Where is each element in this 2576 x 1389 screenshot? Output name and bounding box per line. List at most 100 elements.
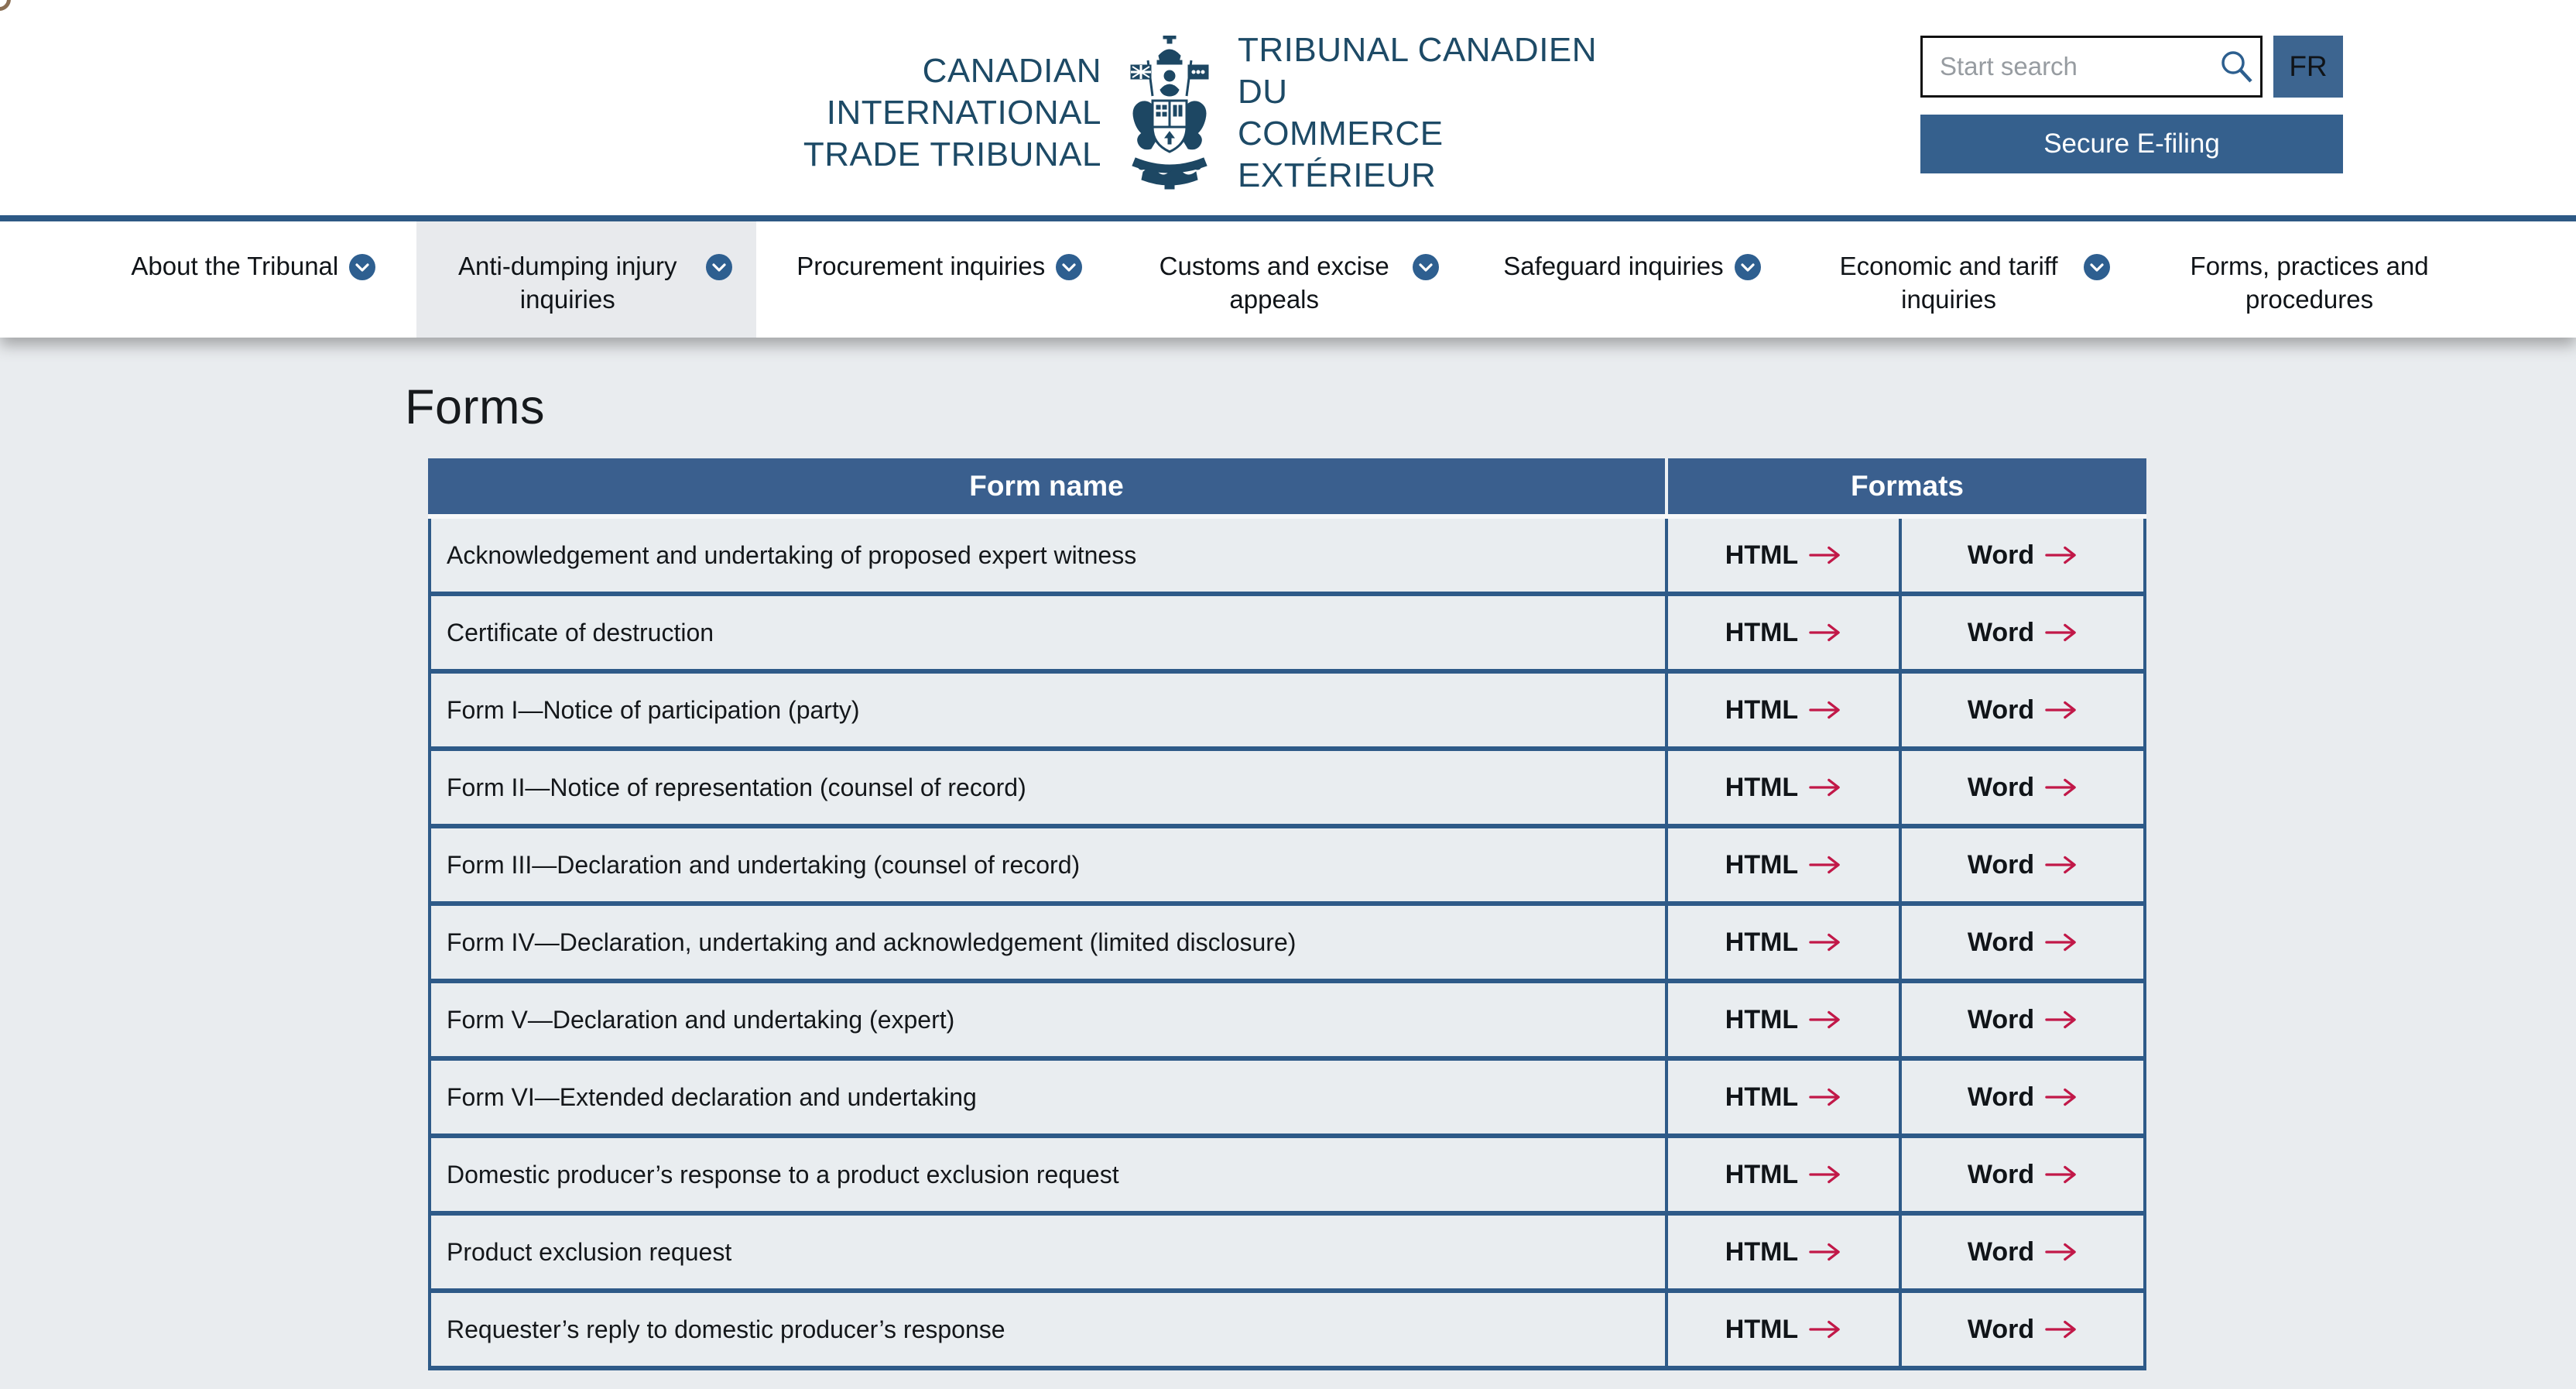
form-name-cell: Acknowledgement and undertaking of propo… xyxy=(431,519,1668,592)
html-link[interactable]: HTML xyxy=(1725,1160,1841,1190)
chevron-down-icon xyxy=(1734,253,1762,285)
html-link-cell: HTML xyxy=(1668,674,1902,746)
word-link[interactable]: Word xyxy=(1968,1005,2078,1035)
form-name-cell: Form II—Notice of representation (counse… xyxy=(431,751,1668,824)
nav-item-label: Economic and tariff inquiries xyxy=(1839,252,2058,314)
html-link[interactable]: HTML xyxy=(1725,773,1841,803)
html-link[interactable]: HTML xyxy=(1725,540,1841,571)
word-link-cell: Word xyxy=(1902,1216,2143,1288)
word-link-cell: Word xyxy=(1902,751,2143,824)
table-row: Form V—Declaration and undertaking (expe… xyxy=(431,983,2143,1061)
html-link-label: HTML xyxy=(1725,1159,1799,1189)
html-link[interactable]: HTML xyxy=(1725,1082,1841,1113)
language-toggle-button[interactable]: FR xyxy=(2273,36,2343,98)
html-link[interactable]: HTML xyxy=(1725,928,1841,958)
page-title: Forms xyxy=(405,380,545,434)
html-link-cell: HTML xyxy=(1668,751,1902,824)
table-header-row: Form name Formats xyxy=(428,458,2146,519)
html-link-cell: HTML xyxy=(1668,1138,1902,1211)
word-link[interactable]: Word xyxy=(1968,1160,2078,1190)
word-link-cell: Word xyxy=(1902,983,2143,1056)
nav-item-3[interactable]: Procurement inquiries xyxy=(773,221,1106,338)
word-link[interactable]: Word xyxy=(1968,695,2078,725)
html-link-label: HTML xyxy=(1725,540,1799,570)
form-name-cell: Product exclusion request xyxy=(431,1216,1668,1288)
nav-item-5[interactable]: Safeguard inquiries xyxy=(1480,221,1784,338)
word-link[interactable]: Word xyxy=(1968,1315,2078,1345)
html-link-label: HTML xyxy=(1725,1314,1799,1344)
header-divider xyxy=(0,215,2576,221)
brand-name-french: TRIBUNAL CANADIEN DU COMMERCE EXTÉRIEUR xyxy=(1238,29,1601,197)
table-row: Certificate of destruction HTML Word xyxy=(431,596,2143,674)
word-link[interactable]: Word xyxy=(1968,1082,2078,1113)
nav-item-label: Forms, practices and procedures xyxy=(2190,252,2429,314)
arrow-right-icon xyxy=(1809,546,1841,564)
html-link-cell: HTML xyxy=(1668,1061,1902,1133)
word-link-cell: Word xyxy=(1902,519,2143,592)
arrow-right-icon xyxy=(1809,1320,1841,1339)
arrow-right-icon xyxy=(1809,1088,1841,1106)
nav-item-1[interactable]: About the Tribunal xyxy=(108,221,399,338)
form-name-cell: Form III—Declaration and undertaking (co… xyxy=(431,828,1668,901)
html-link[interactable]: HTML xyxy=(1725,618,1841,648)
arrow-right-icon xyxy=(2045,546,2076,564)
html-link-label: HTML xyxy=(1725,617,1799,647)
arrow-right-icon xyxy=(1809,1165,1841,1184)
table-row: Acknowledgement and undertaking of propo… xyxy=(431,519,2143,596)
brand-english-line2: TRADE TRIBUNAL xyxy=(803,135,1101,173)
word-link[interactable]: Word xyxy=(1968,618,2078,648)
word-link[interactable]: Word xyxy=(1968,540,2078,571)
html-link-cell: HTML xyxy=(1668,828,1902,901)
html-link[interactable]: HTML xyxy=(1725,1237,1841,1267)
secure-efiling-button[interactable]: Secure E-filing xyxy=(1920,115,2343,173)
word-link-cell: Word xyxy=(1902,1138,2143,1211)
arrow-right-icon xyxy=(1809,1010,1841,1029)
search-icon[interactable] xyxy=(2218,48,2255,85)
brand-french-line1: TRIBUNAL CANADIEN DU xyxy=(1238,31,1598,111)
form-name-cell: Domestic producer’s response to a produc… xyxy=(431,1138,1668,1211)
forms-table: Form name Formats Acknowledgement and un… xyxy=(428,458,2146,1370)
nav-item-7[interactable]: Forms, practices and procedures xyxy=(2151,221,2468,338)
html-link-label: HTML xyxy=(1725,694,1799,725)
arrow-right-icon xyxy=(1809,701,1841,719)
arrow-right-icon xyxy=(1809,623,1841,642)
word-link-cell: Word xyxy=(1902,1061,2143,1133)
arrow-right-icon xyxy=(1809,856,1841,874)
html-link[interactable]: HTML xyxy=(1725,850,1841,880)
html-link-label: HTML xyxy=(1725,1236,1799,1267)
html-link-label: HTML xyxy=(1725,1004,1799,1034)
word-link[interactable]: Word xyxy=(1968,1237,2078,1267)
table-body: Acknowledgement and undertaking of propo… xyxy=(428,519,2146,1370)
table-row: Form III—Declaration and undertaking (co… xyxy=(431,828,2143,906)
nav-item-label: Safeguard inquiries xyxy=(1503,252,1724,280)
word-link-cell: Word xyxy=(1902,596,2143,669)
chevron-down-icon xyxy=(2083,253,2111,285)
html-link[interactable]: HTML xyxy=(1725,1315,1841,1345)
html-link-label: HTML xyxy=(1725,772,1799,802)
search-input[interactable] xyxy=(1920,36,2263,98)
arrow-right-icon xyxy=(2045,1243,2076,1261)
form-name-cell: Form V—Declaration and undertaking (expe… xyxy=(431,983,1668,1056)
site-header: CANADIAN INTERNATIONAL TRADE TRIBUNAL xyxy=(0,0,2576,215)
main-content: Forms Form name Formats Acknowledgement … xyxy=(0,338,2576,1370)
nav-item-2[interactable]: Anti-dumping injury inquiries xyxy=(416,221,757,338)
word-link-cell: Word xyxy=(1902,906,2143,979)
html-link[interactable]: HTML xyxy=(1725,695,1841,725)
html-link[interactable]: HTML xyxy=(1725,1005,1841,1035)
word-link-label: Word xyxy=(1967,694,2035,725)
table-row: Requester’s reply to domestic producer’s… xyxy=(431,1293,2143,1370)
html-link-label: HTML xyxy=(1725,927,1799,957)
nav-item-label: Procurement inquiries xyxy=(796,252,1046,280)
nav-item-6[interactable]: Economic and tariff inquiries xyxy=(1802,221,2134,338)
word-link[interactable]: Word xyxy=(1968,850,2078,880)
arrow-right-icon xyxy=(2045,933,2076,952)
nav-item-4[interactable]: Customs and excise appeals xyxy=(1123,221,1463,338)
nav-item-label: About the Tribunal xyxy=(131,252,339,280)
arrow-right-icon xyxy=(1809,1243,1841,1261)
word-link[interactable]: Word xyxy=(1968,928,2078,958)
html-link-cell: HTML xyxy=(1668,596,1902,669)
arrow-right-icon xyxy=(2045,1165,2076,1184)
html-link-label: HTML xyxy=(1725,1082,1799,1112)
word-link-label: Word xyxy=(1967,540,2035,570)
word-link[interactable]: Word xyxy=(1968,773,2078,803)
